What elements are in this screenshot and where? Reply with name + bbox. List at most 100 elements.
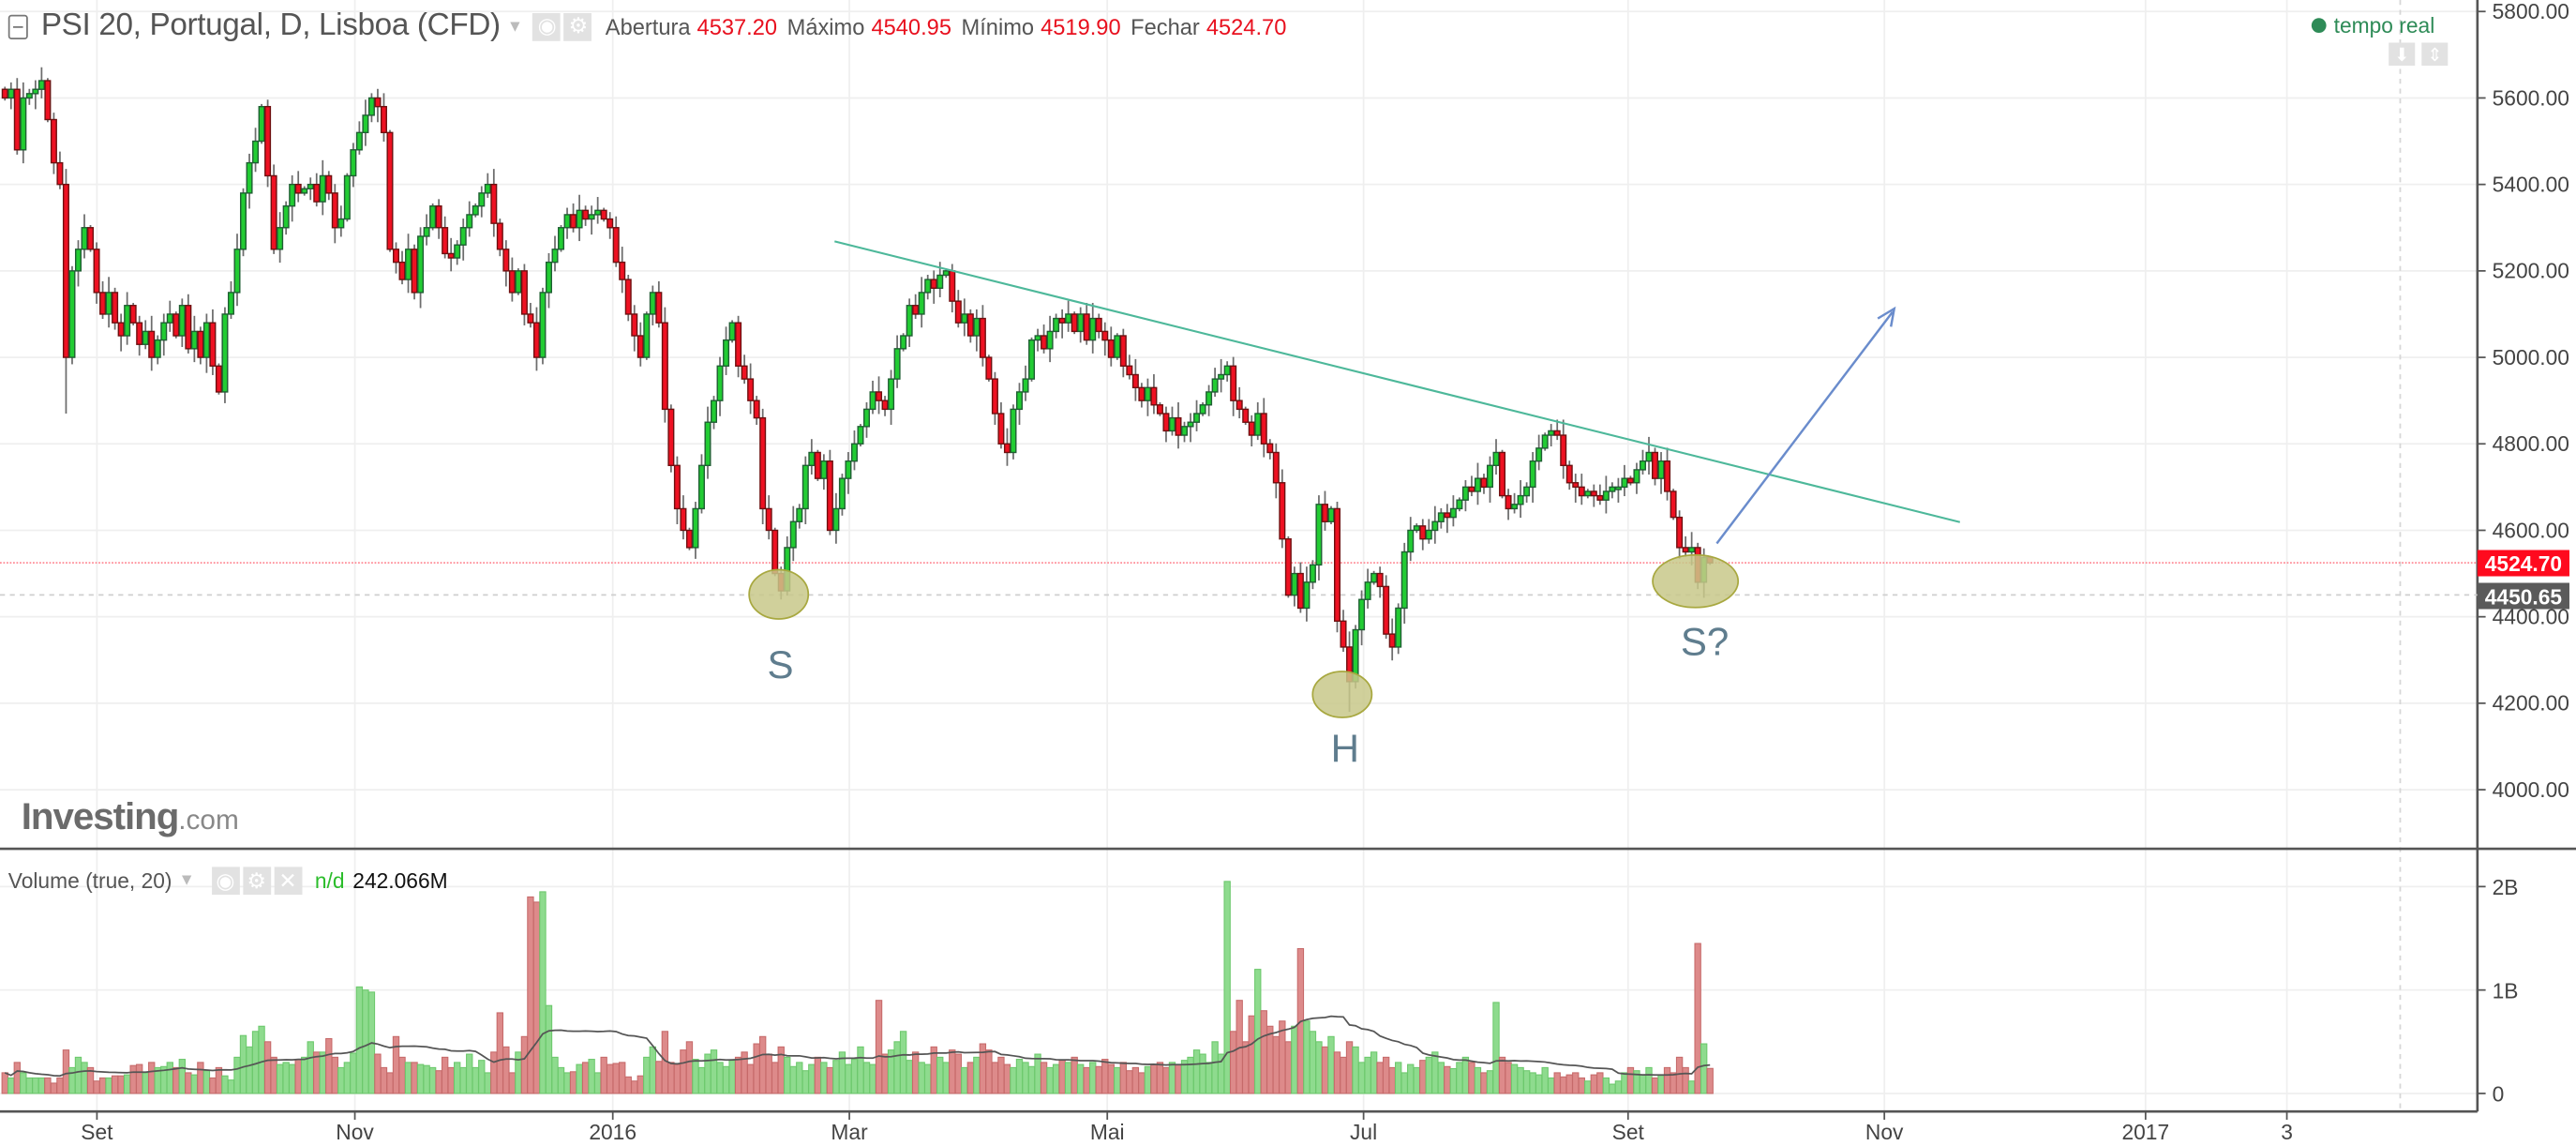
- candle-body: [25, 93, 33, 99]
- volume-bar: [1150, 1063, 1158, 1094]
- candle: [1376, 566, 1384, 598]
- chevron-down-icon[interactable]: ▼: [178, 871, 195, 890]
- candle-body: [979, 317, 986, 358]
- volume-bar: [1034, 1053, 1041, 1094]
- status-dot-icon: [2311, 18, 2326, 34]
- candle-body: [240, 192, 247, 250]
- candle: [1175, 402, 1182, 449]
- volume-bar: [81, 1062, 88, 1094]
- candle: [252, 128, 260, 173]
- candle-body: [1296, 572, 1304, 610]
- volume-title[interactable]: Volume (true, 20): [7, 868, 172, 894]
- candle-body: [1511, 504, 1519, 510]
- volume-bar: [13, 1062, 21, 1094]
- candle-body: [277, 227, 284, 250]
- collapse-icon[interactable]: [7, 13, 28, 39]
- candle-body: [845, 460, 852, 479]
- candle-body: [331, 192, 338, 229]
- candle: [1468, 475, 1475, 497]
- volume-bar: [142, 1072, 149, 1094]
- volume-bar: [1266, 1025, 1274, 1094]
- gear-icon[interactable]: ⚙: [563, 12, 592, 40]
- arrow-down-icon[interactable]: ⬇: [2389, 42, 2416, 67]
- candle: [240, 188, 247, 257]
- volume-bar: [56, 1077, 64, 1094]
- candle: [337, 205, 345, 237]
- volume-moving-average-line: [4, 1015, 1711, 1078]
- volume-bar: [404, 1062, 412, 1094]
- candle-body: [1242, 408, 1250, 423]
- candle: [1621, 464, 1628, 497]
- candle: [1664, 447, 1671, 501]
- candle-body: [888, 378, 895, 411]
- arrow-updown-icon[interactable]: ⇕: [2421, 42, 2449, 67]
- volume-bar: [166, 1062, 173, 1094]
- candle-body: [1119, 335, 1127, 367]
- candle: [1058, 309, 1066, 339]
- volume-nd: n/d: [314, 868, 345, 894]
- candle-body: [801, 464, 809, 510]
- candle: [246, 153, 253, 209]
- volume-bar: [753, 1043, 760, 1094]
- candle-body: [600, 209, 607, 220]
- close-icon[interactable]: ✕: [274, 867, 302, 896]
- candle: [685, 527, 693, 550]
- volume-bar: [1596, 1072, 1604, 1094]
- volume-bar: [949, 1049, 956, 1094]
- volume-bar: [416, 1063, 425, 1094]
- chevron-down-icon[interactable]: ▼: [506, 17, 524, 36]
- candle: [692, 502, 699, 559]
- candle: [1431, 505, 1439, 544]
- candle-body: [496, 222, 503, 250]
- volume-bar: [588, 1059, 595, 1094]
- candle: [1548, 424, 1555, 447]
- candle: [105, 277, 112, 328]
- candle: [1114, 333, 1121, 360]
- close-value: 4524.70: [1206, 13, 1287, 39]
- volume-bar: [258, 1025, 265, 1094]
- chart-header: PSI 20, Portugal, D, Lisboa (CFD) ▼ ◉ ⚙ …: [0, 7, 1286, 46]
- candle: [1053, 313, 1060, 339]
- volume-bar: [607, 1063, 614, 1094]
- candle-body: [307, 183, 314, 189]
- candle-body: [136, 322, 143, 345]
- volume-bar: [337, 1066, 345, 1094]
- candle-body: [1144, 386, 1151, 401]
- candle: [442, 216, 449, 259]
- volume-bar: [1254, 969, 1262, 1094]
- gear-icon[interactable]: ⚙: [242, 867, 271, 896]
- candle-body: [607, 218, 614, 229]
- candle-body: [1284, 537, 1292, 596]
- candle: [1218, 358, 1225, 393]
- candle-body: [1303, 581, 1310, 610]
- candle-body: [1431, 520, 1439, 532]
- volume-bar: [1309, 1031, 1317, 1094]
- volume-bar: [1205, 1062, 1213, 1094]
- volume-bar: [1101, 1059, 1109, 1094]
- candle-body: [282, 205, 290, 229]
- candle-body: [154, 339, 161, 358]
- x-tick-label: Jul: [1350, 1120, 1377, 1144]
- candle: [655, 280, 663, 328]
- candle: [1242, 406, 1250, 425]
- candle: [1083, 302, 1090, 345]
- eye-icon[interactable]: ◉: [211, 867, 240, 896]
- candle: [563, 207, 571, 239]
- eye-icon[interactable]: ◉: [532, 12, 562, 40]
- candle: [1578, 474, 1585, 505]
- candle-body: [380, 105, 387, 134]
- candle-body: [1626, 477, 1634, 484]
- candle-body: [129, 305, 137, 324]
- volume-bar: [1272, 1035, 1280, 1094]
- instrument-title[interactable]: PSI 20, Portugal, D, Lisboa (CFD): [40, 8, 501, 43]
- candle: [447, 237, 455, 272]
- volume-bar: [98, 1077, 107, 1094]
- candle: [1383, 575, 1390, 640]
- candle-body: [735, 322, 742, 367]
- y-tick-label: 4600.00: [2493, 518, 2569, 542]
- candle-body: [202, 322, 210, 358]
- candle: [1315, 495, 1323, 581]
- candle-body: [1340, 620, 1347, 648]
- candle: [1065, 300, 1072, 332]
